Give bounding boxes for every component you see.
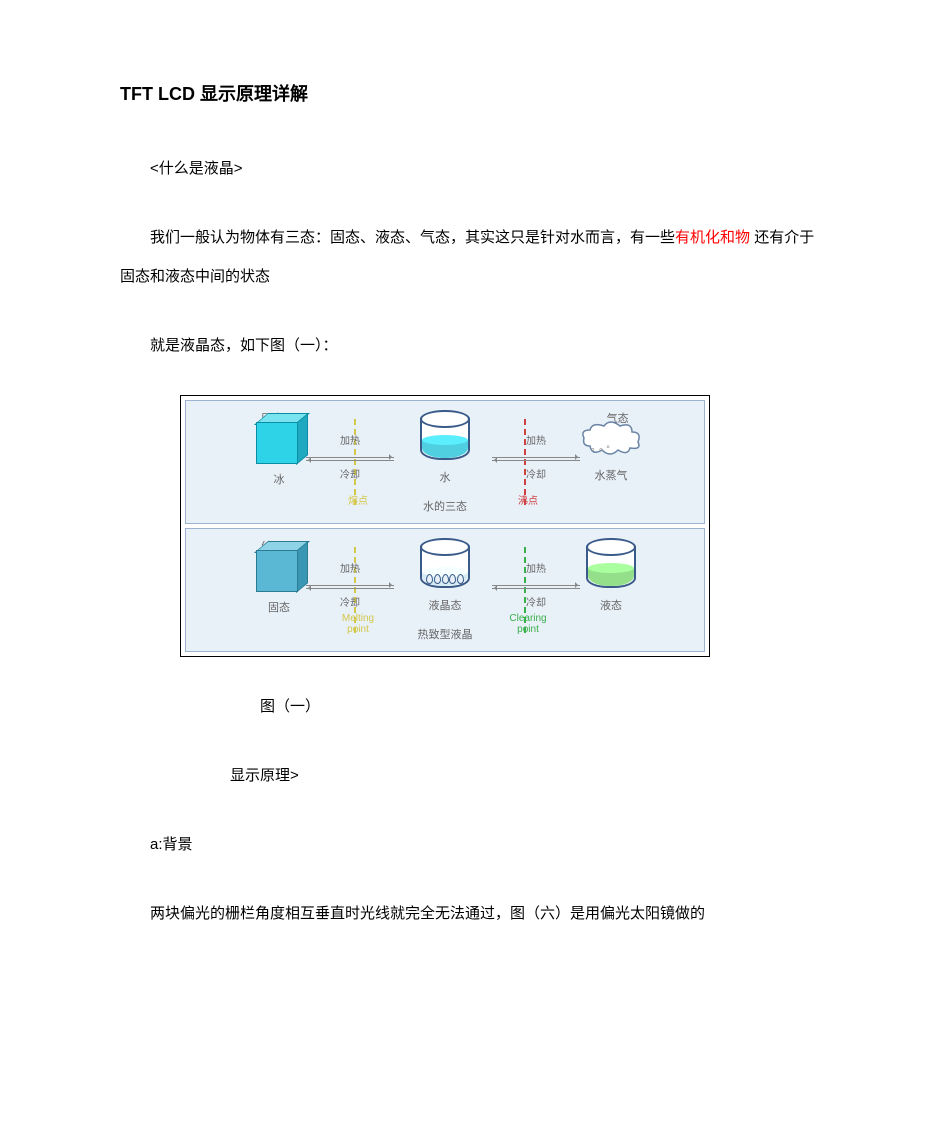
liquid-column: 液态 [528, 546, 694, 621]
obj-label: 冰 [274, 466, 285, 495]
figure-caption: 图（一） [260, 687, 825, 726]
paragraph-4: 两块偏光的栅栏角度相互垂直时光线就完全无法通过，图（六）是用偏光太阳镜做的 [120, 894, 825, 933]
arrow-label-heat: 加热 [340, 557, 360, 583]
lc-beaker-icon [420, 546, 470, 588]
panel-caption: 水的三态 [196, 493, 694, 522]
obj-label: 液态 [600, 592, 622, 621]
obj-label: 水 [440, 464, 451, 493]
document-page: TFT LCD 显示原理详解 <什么是液晶> 我们一般认为物体有三态：固态、液态… [0, 0, 945, 1003]
panel-caption: 热致型液晶 [196, 621, 694, 650]
section-heading-1: <什么是液晶> [120, 149, 825, 188]
crystal-cube-icon [256, 544, 302, 590]
divider-label: 熔点 [330, 496, 386, 507]
paragraph-3: a:背景 [150, 825, 825, 864]
p1-text-a: 我们一般认为物体有三态：固态、液态、气态，其实这只是针对水而言，有一些 [150, 229, 675, 246]
arrow-label-heat: 加热 [340, 429, 360, 455]
arrow-label-cool: 冷却 [340, 591, 360, 617]
section-heading-2: 显示原理> [230, 756, 825, 795]
steam-cloud-icon: ∘ ∘ ° [580, 420, 642, 458]
liquid-beaker-icon [586, 546, 636, 588]
steam-column: ∘ ∘ ° 水蒸气 [528, 420, 694, 491]
water-beaker-icon [420, 418, 470, 460]
paragraph-1: 我们一般认为物体有三态：固态、液态、气态，其实这只是针对水而言，有一些有机化和物… [120, 218, 825, 296]
objects-row: 冰 加热 冷却 水 加热 [196, 419, 694, 491]
divider-label: 沸点 [500, 496, 556, 507]
diagram-panel-lc: 结晶 Melting point Clearing point 固态 [185, 528, 705, 652]
states-diagram: 固态 液态 气态 熔点 沸点 冰 加热 [180, 395, 710, 657]
p1-highlight: 有机化和物 [675, 229, 750, 246]
objects-row: 固态 加热 冷却 液晶态 加热 [196, 547, 694, 619]
paragraph-2: 就是液晶态，如下图（一）： [120, 326, 825, 365]
arrow-label-cool: 冷却 [340, 463, 360, 489]
page-title: TFT LCD 显示原理详解 [120, 80, 825, 109]
diagram-panel-water: 固态 液态 气态 熔点 沸点 冰 加热 [185, 400, 705, 524]
obj-label: 液晶态 [429, 592, 462, 621]
ice-cube-icon [256, 416, 302, 462]
obj-label: 固态 [268, 594, 290, 623]
obj-label: 水蒸气 [595, 462, 628, 491]
